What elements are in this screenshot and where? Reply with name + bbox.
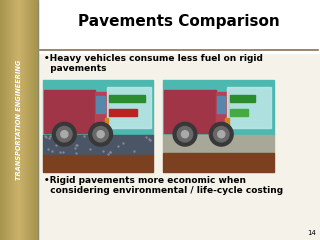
Circle shape [57,126,72,142]
Bar [107,87,151,128]
Bar [163,135,274,153]
Bar [20,0,21,240]
Bar [10,0,11,240]
Text: •Heavy vehicles consume less fuel on rigid: •Heavy vehicles consume less fuel on rig… [44,54,263,63]
Circle shape [218,131,225,138]
Circle shape [97,131,104,138]
Bar [95,92,108,131]
Bar [225,118,229,125]
Bar [227,87,271,128]
Circle shape [173,122,197,146]
Bar [5,0,6,240]
Bar [36,0,37,240]
Bar [7,0,8,240]
Bar [44,90,95,133]
Bar [12,0,13,240]
Text: pavements: pavements [44,64,106,72]
Bar [16,0,17,240]
Bar [163,80,274,135]
Bar [24,0,25,240]
Bar [4,0,5,240]
Bar [21,0,22,240]
Bar [19,0,20,240]
Circle shape [177,126,193,142]
Bar [34,0,35,240]
Bar [230,95,255,102]
Bar [33,0,34,240]
Bar [1,0,2,240]
Circle shape [209,122,233,146]
Bar [13,0,14,240]
Bar [230,109,248,116]
Text: Pavements Comparison: Pavements Comparison [78,14,280,30]
Bar [31,0,32,240]
Bar [43,80,153,135]
Bar [28,0,29,240]
Bar [22,0,23,240]
Bar [8,0,9,240]
Bar [27,0,28,240]
Bar [15,0,16,240]
Circle shape [52,122,76,146]
Bar [6,0,7,240]
Bar [26,0,27,240]
Circle shape [89,122,113,146]
Text: considering environmental / life-cycle costing: considering environmental / life-cycle c… [44,186,283,195]
Bar [216,92,229,131]
Circle shape [93,126,108,142]
Bar [96,96,105,113]
Text: 14: 14 [307,230,316,236]
Bar [17,0,18,240]
Bar [109,109,137,116]
Bar [105,118,108,125]
Circle shape [213,126,229,142]
Bar [37,0,38,240]
Bar [18,0,19,240]
Bar [163,153,274,172]
Bar [14,0,15,240]
Circle shape [181,131,188,138]
Bar [164,90,216,133]
Text: •Rigid pavements more economic when: •Rigid pavements more economic when [44,176,246,185]
Bar [109,95,146,102]
Bar [3,0,4,240]
Bar [35,0,36,240]
Bar [32,0,33,240]
Bar [11,0,12,240]
Bar [217,96,225,113]
Bar [43,155,153,172]
Bar [30,0,31,240]
Bar [25,0,26,240]
Bar [0,0,1,240]
Circle shape [61,131,68,138]
Bar [29,0,30,240]
Bar [38,0,320,53]
Bar [23,0,24,240]
Bar [2,0,3,240]
Bar [9,0,10,240]
Text: TRANSPORTATION ENGINEERING: TRANSPORTATION ENGINEERING [16,60,22,180]
Bar [43,135,153,155]
